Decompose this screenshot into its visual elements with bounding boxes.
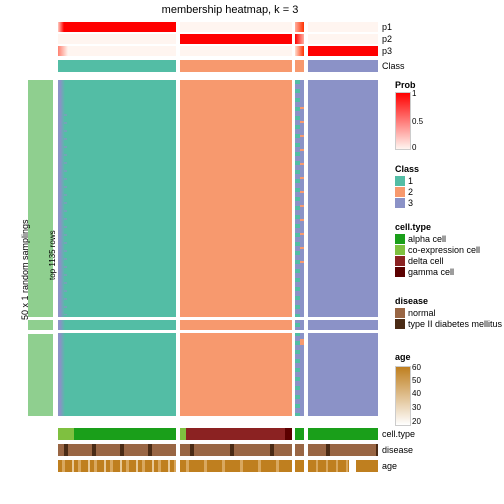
p3-label: p3: [382, 46, 392, 56]
p1-label: p1: [382, 22, 392, 32]
age-row-label: age: [382, 461, 397, 471]
legend-age-title: age: [395, 352, 411, 364]
celltype-row-label: cell.type: [382, 429, 415, 439]
legend-celltype: cell.type alpha cell co-expression cell …: [395, 222, 480, 278]
disease-row-label: disease: [382, 445, 413, 455]
p2-label: p2: [382, 34, 392, 44]
plot-title: membership heatmap, k = 3: [110, 4, 350, 16]
rows-vlabel: top 1135 rows: [48, 230, 57, 280]
class-label: Class: [382, 61, 405, 71]
legend-disease: disease normal type II diabetes mellitus: [395, 296, 502, 330]
legend-prob-bar: 1 0.5 0: [395, 92, 411, 150]
heatmap-body: [58, 80, 378, 416]
legend-class: Class 1 2 3: [395, 164, 419, 209]
legend-age-bar: 60 50 40 30 20: [395, 366, 411, 426]
samplings-vlabel: 50 x 1 random samplings: [20, 219, 30, 320]
